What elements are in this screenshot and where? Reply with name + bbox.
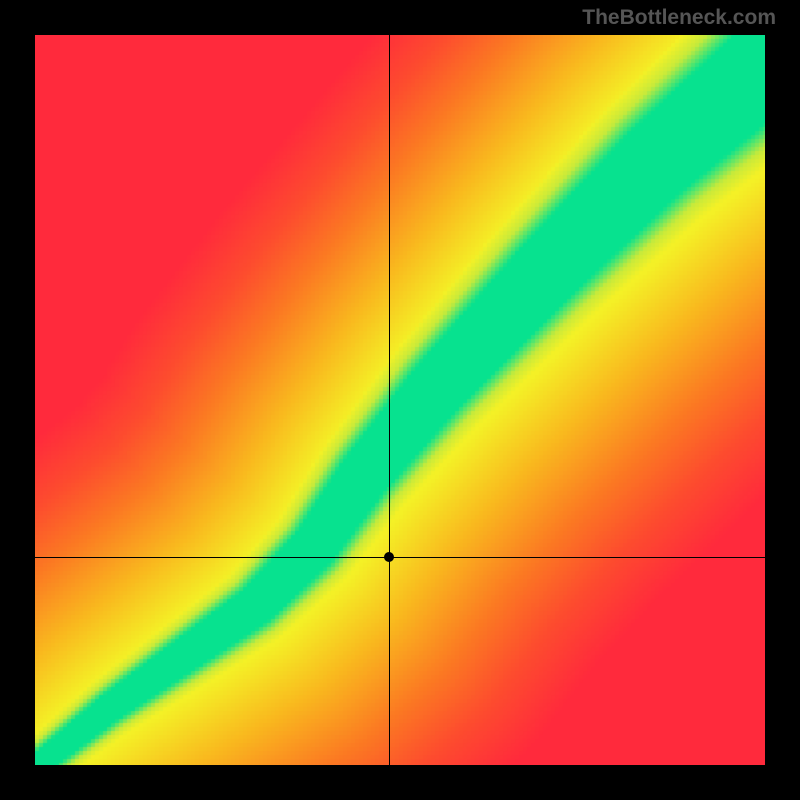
heatmap-canvas [35,35,765,765]
plot-area [35,35,765,765]
crosshair-vertical [389,35,390,765]
marker-dot [384,552,394,562]
crosshair-horizontal [35,557,765,558]
chart-container: TheBottleneck.com [0,0,800,800]
watermark-text: TheBottleneck.com [582,6,776,30]
